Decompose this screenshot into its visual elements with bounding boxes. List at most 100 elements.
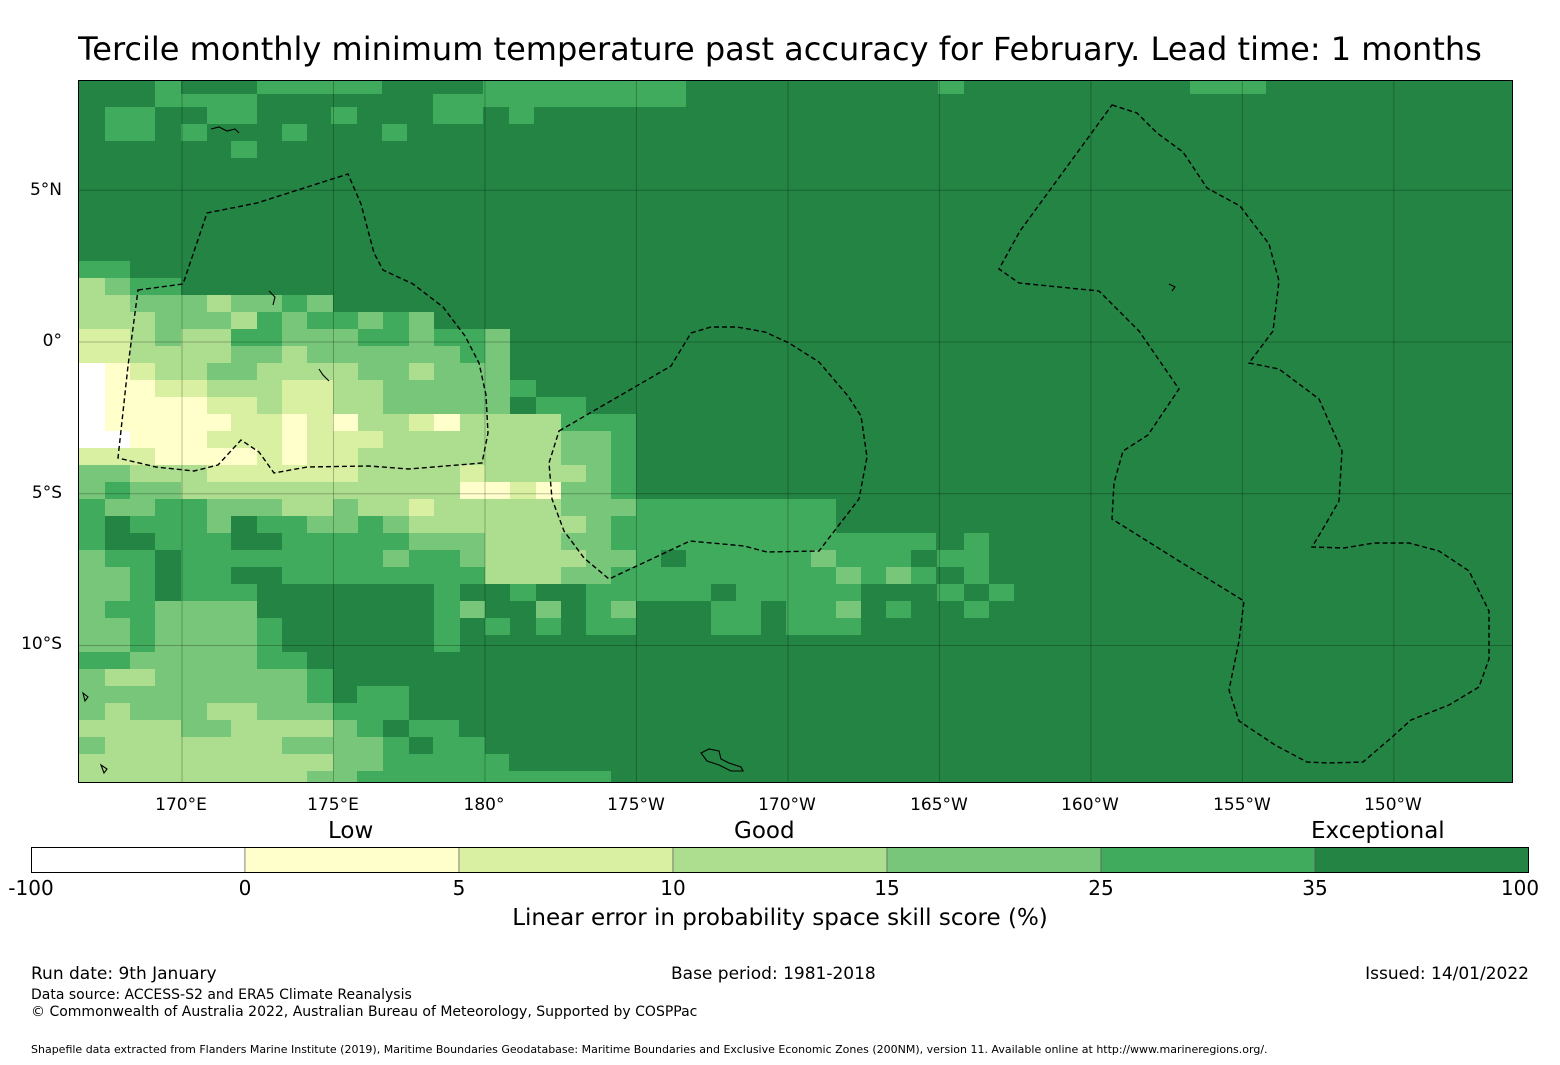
skill-cell <box>886 550 911 567</box>
skill-cell <box>409 363 434 380</box>
skill-cell <box>282 431 307 448</box>
skill-cell <box>383 397 409 414</box>
skill-cell <box>964 550 989 567</box>
skill-cell <box>510 465 536 482</box>
skill-cell <box>282 737 333 754</box>
skill-cell <box>786 618 811 635</box>
skill-cell <box>105 312 130 329</box>
skill-cell <box>761 567 786 584</box>
skill-cell <box>736 516 761 533</box>
skill-cell <box>586 431 611 448</box>
skill-cell <box>586 465 611 482</box>
skill-cell <box>611 533 636 550</box>
skill-cell <box>460 550 485 567</box>
skill-cell <box>257 81 382 94</box>
island-3 <box>318 368 330 382</box>
skill-cell <box>383 516 409 533</box>
issued-date: Issued: 14/01/2022 <box>1365 964 1529 984</box>
skill-cell <box>561 397 586 431</box>
skill-cell <box>536 465 561 482</box>
skill-cell <box>105 329 130 363</box>
skill-cell <box>358 550 383 567</box>
skill-cell <box>561 550 586 567</box>
skill-cell <box>358 380 383 397</box>
skill-cell <box>409 414 434 431</box>
skill-cell <box>383 550 409 567</box>
data-source: Data source: ACCESS-S2 and ERA5 Climate … <box>31 987 412 1003</box>
skill-cell <box>257 652 307 669</box>
skill-cell <box>231 533 257 550</box>
skill-cell <box>711 601 736 618</box>
skill-cell <box>105 584 130 601</box>
skill-cell <box>736 567 761 584</box>
skill-cell <box>1014 584 1039 601</box>
skill-cell <box>181 124 207 141</box>
land-outlines <box>82 126 1176 775</box>
skill-cell <box>711 499 736 516</box>
skill-cell <box>155 669 257 686</box>
skill-cell <box>836 550 861 567</box>
skill-cell <box>130 601 155 618</box>
skill-cell <box>433 720 459 737</box>
skill-cell <box>561 431 586 448</box>
skill-cell <box>636 584 661 601</box>
skill-cell <box>383 482 409 499</box>
skill-cell <box>307 499 333 516</box>
skill-cell <box>510 499 536 516</box>
skill-cell <box>207 465 231 482</box>
skill-cell <box>155 346 181 363</box>
skill-cell <box>383 584 409 601</box>
skill-cell <box>307 397 333 414</box>
skill-cell <box>485 431 510 448</box>
skill-cell <box>383 312 409 329</box>
skill-cell <box>736 618 761 635</box>
skill-cell <box>611 601 636 618</box>
skill-cell <box>761 499 786 516</box>
colorbar-tick-5: 5 <box>452 876 466 900</box>
skill-cell <box>485 567 510 584</box>
skill-cell <box>282 124 307 141</box>
skill-cell <box>105 533 130 550</box>
skill-cell <box>911 567 936 584</box>
skill-cell <box>307 329 333 346</box>
skill-cell <box>181 448 207 465</box>
skill-cell <box>105 737 155 754</box>
skill-cell <box>460 431 485 448</box>
skill-cell <box>611 482 636 499</box>
skill-cell <box>155 81 181 107</box>
skill-cell <box>409 431 434 448</box>
skill-cell <box>257 669 307 686</box>
island-6 <box>82 691 89 703</box>
skill-cell <box>105 431 130 448</box>
skill-cell <box>409 516 434 533</box>
skill-cell <box>307 771 357 782</box>
skill-cell <box>409 550 434 567</box>
skill-cell <box>786 567 811 584</box>
skill-cell <box>130 550 155 567</box>
skill-cell <box>181 618 207 635</box>
skill-cell <box>257 584 282 601</box>
lat-label-10s: 10°S <box>21 634 62 654</box>
skill-cell <box>333 754 357 771</box>
skill-cell <box>358 482 383 499</box>
skill-cell <box>333 550 358 567</box>
skill-cell <box>207 312 231 329</box>
skill-cell <box>611 567 636 584</box>
skill-cell <box>79 499 105 516</box>
skill-cell <box>130 652 155 669</box>
skill-cell <box>207 499 231 516</box>
skill-cell <box>409 397 434 414</box>
skill-cell <box>536 550 561 567</box>
skill-cell <box>79 448 105 465</box>
shapefile-credit: Shapefile data extracted from Flanders M… <box>31 1043 1268 1056</box>
skill-cell <box>460 601 485 618</box>
skill-cell <box>460 516 485 533</box>
skill-cell <box>358 431 383 448</box>
skill-cell <box>79 363 105 380</box>
skill-cell <box>811 618 836 635</box>
skill-cell <box>561 533 586 550</box>
skill-cell <box>964 533 989 550</box>
lon-label-170e: 170°E <box>155 795 207 815</box>
skill-cell <box>333 465 358 482</box>
skill-cell <box>155 737 181 754</box>
